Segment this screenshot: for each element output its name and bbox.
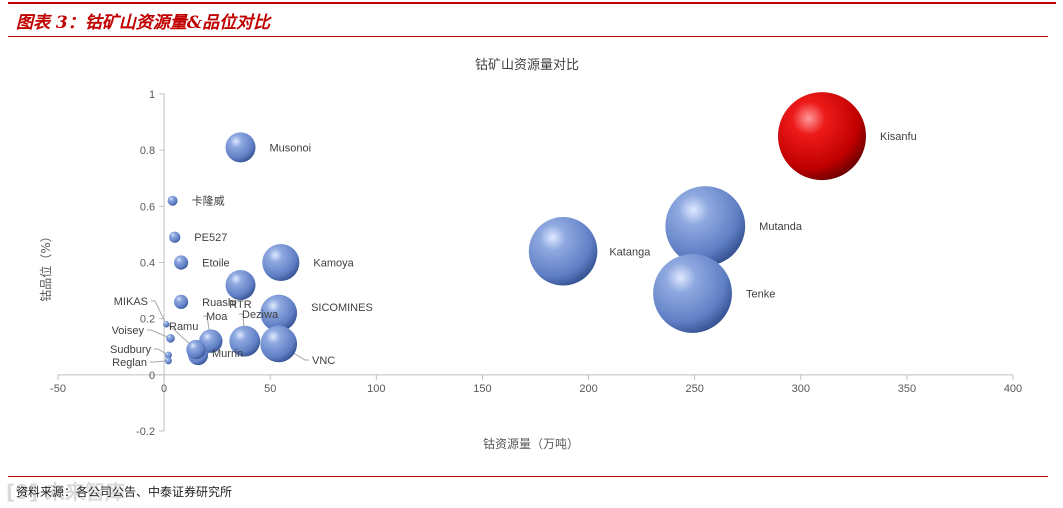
header-top-rule <box>8 2 1056 4</box>
bubble-deziwa <box>229 325 261 357</box>
bubble-label: Reglan <box>112 357 147 369</box>
x-tick-label: 150 <box>473 383 491 395</box>
bubble-reglan <box>164 357 172 365</box>
bubble-mutanda <box>665 186 746 266</box>
bubble-label: Tenke <box>746 288 775 300</box>
bubble- <box>167 195 178 206</box>
bubble-label: Voisey <box>112 325 145 337</box>
bubble-label: Ramu <box>169 321 198 333</box>
bubble-label: Musonoi <box>270 142 312 154</box>
label-leader-line <box>151 300 167 325</box>
y-tick-label: 0.8 <box>140 145 155 157</box>
bubble-label: Moa <box>206 311 228 323</box>
bubble-vnc <box>260 325 298 363</box>
bubble-tenke <box>653 253 732 333</box>
y-tick-label: 0.2 <box>140 314 155 326</box>
bubble-etoile <box>174 255 189 270</box>
bubble-label: Katanga <box>609 246 651 258</box>
bubble-label: PE527 <box>194 232 227 244</box>
watermark: [9] 未来智库 <box>6 480 126 504</box>
label-leader-line <box>154 348 169 356</box>
x-tick-label: 250 <box>685 383 703 395</box>
x-axis-title: 钴资源量（万吨） <box>483 436 579 451</box>
bubble-sicomines <box>260 294 298 332</box>
bubble-musonoi <box>225 132 256 163</box>
bubble-kamoya <box>262 243 300 282</box>
footer-rule <box>8 476 1048 477</box>
y-axis-title: 钴品位（%） <box>38 230 53 301</box>
bubble-voisey <box>166 333 175 343</box>
bubble-label: Kamoya <box>313 258 354 270</box>
bubble-label: RTR <box>229 299 251 311</box>
source-note: 资料来源：各公司公告、中泰证券研究所 <box>16 485 233 499</box>
header-rule <box>8 36 1048 37</box>
bubble-ramu <box>186 339 206 360</box>
label-leader-line <box>150 360 169 363</box>
x-tick-label: -50 <box>50 383 66 395</box>
y-tick-label: -0.2 <box>136 426 155 438</box>
bubble-label: Mutanda <box>759 221 803 233</box>
bubble-label: Sudbury <box>110 344 151 356</box>
bubble-label: Etoile <box>202 258 230 270</box>
x-tick-label: 50 <box>264 383 276 395</box>
y-tick-label: 0.6 <box>140 201 155 213</box>
label-leader-line <box>147 329 171 339</box>
x-tick-label: 100 <box>367 383 385 395</box>
bubble-mikas <box>163 321 170 328</box>
bubble-kisanfu <box>778 92 866 181</box>
x-tick-label: 300 <box>792 383 810 395</box>
bubble-pe527 <box>169 231 181 243</box>
figure-title: 图表 3：钴矿山资源量&品位对比 <box>16 13 271 33</box>
bubble-label: SICOMINES <box>311 302 373 314</box>
x-tick-label: 350 <box>898 383 916 395</box>
bubble-katanga <box>528 217 598 286</box>
bubble-ruashi <box>174 294 189 309</box>
x-tick-label: 400 <box>1004 383 1022 395</box>
bubble-rtr <box>225 269 256 300</box>
x-tick-label: 0 <box>161 383 167 395</box>
y-tick-label: 1 <box>149 89 155 101</box>
x-tick-label: 200 <box>579 383 597 395</box>
bubble-label: Ruashi <box>202 297 236 309</box>
bubble-label: Murrin <box>212 348 243 360</box>
bubble-label: Deziwa <box>242 309 279 321</box>
bubble-label: 卡隆威 <box>192 194 225 208</box>
y-tick-label: 0.4 <box>140 258 155 270</box>
chart-title: 钴矿山资源量对比 <box>475 58 579 73</box>
bubble-sudbury <box>164 351 172 359</box>
bubble-label: VNC <box>312 355 335 367</box>
y-tick-label: 0 <box>149 370 155 382</box>
bubble-label: MIKAS <box>114 296 148 308</box>
bubble-label: Kisanfu <box>880 131 917 143</box>
